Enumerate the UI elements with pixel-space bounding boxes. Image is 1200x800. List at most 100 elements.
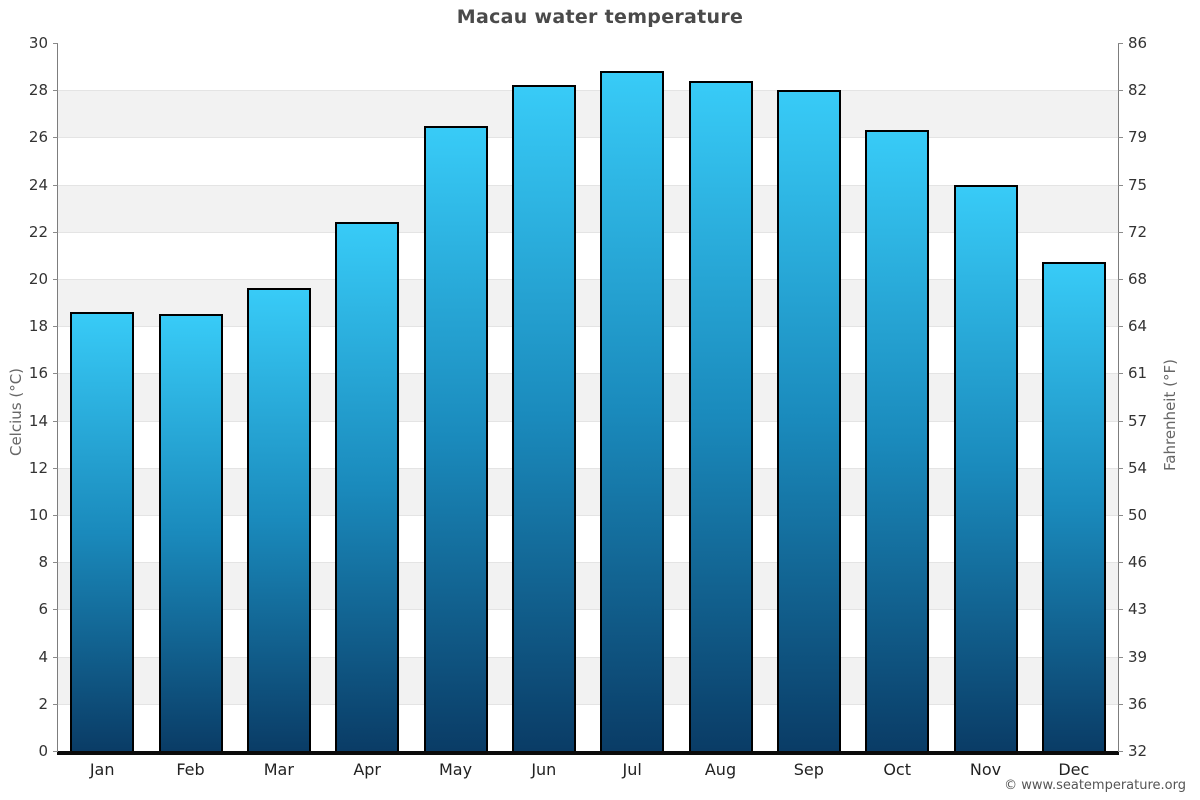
- x-tick-label-may: May: [438, 760, 473, 779]
- bar-oct: [865, 130, 930, 751]
- y-tick-mark: [1118, 231, 1123, 233]
- y-tick-mark: [53, 90, 58, 92]
- y-tick-mark: [1118, 609, 1123, 611]
- y-tick-label-fahrenheit: 75: [1128, 175, 1148, 194]
- y-tick-mark: [1118, 184, 1123, 186]
- y-tick-label-fahrenheit: 54: [1128, 458, 1148, 477]
- y-tick-mark: [53, 326, 58, 328]
- y-tick-label-celsius: 0: [38, 742, 48, 760]
- y-tick-label-celsius: 18: [28, 317, 48, 336]
- y-tick-mark: [53, 231, 58, 233]
- x-tick-label-oct: Oct: [883, 760, 911, 779]
- y-tick-label-fahrenheit: 39: [1128, 647, 1148, 666]
- chart-title: Macau water temperature: [456, 6, 744, 28]
- y-tick-mark: [53, 703, 58, 705]
- gridline: [58, 467, 1118, 469]
- x-tick-label-mar: Mar: [263, 760, 294, 779]
- background-band: [58, 279, 1118, 327]
- background-band: [58, 656, 1118, 704]
- y-tick-label-celsius: 4: [38, 647, 48, 666]
- x-tick-label-sep: Sep: [793, 760, 824, 779]
- y-tick-label-fahrenheit: 61: [1128, 364, 1148, 383]
- y-tick-label-fahrenheit: 57: [1128, 411, 1148, 430]
- background-band: [58, 90, 1118, 138]
- bar-may: [423, 125, 488, 751]
- y-tick-mark: [1118, 43, 1123, 44]
- y-tick-label-fahrenheit: 36: [1128, 694, 1148, 713]
- y-tick-mark: [53, 43, 58, 44]
- y-tick-label-celsius: 8: [38, 553, 48, 572]
- y-tick-mark: [53, 609, 58, 611]
- y-tick-mark: [1118, 656, 1123, 658]
- y-tick-mark: [53, 467, 58, 469]
- x-tick-label-jan: Jan: [89, 760, 115, 779]
- y-tick-mark: [53, 562, 58, 564]
- bar-jun: [511, 85, 576, 751]
- y-tick-label-fahrenheit: 79: [1128, 128, 1148, 147]
- y-tick-mark: [1118, 137, 1123, 139]
- y-tick-label-celsius: 30: [28, 34, 48, 52]
- gridline: [58, 184, 1118, 186]
- y-tick-mark: [53, 515, 58, 516]
- y-tick-mark: [1118, 562, 1123, 564]
- bar-nov: [953, 184, 1018, 751]
- y-tick-label-fahrenheit: 46: [1128, 553, 1148, 572]
- y-tick-mark: [1118, 703, 1123, 705]
- bar-jul: [600, 71, 665, 751]
- y-tick-mark: [53, 373, 58, 375]
- bar-aug: [688, 80, 753, 751]
- y-tick-mark: [1118, 751, 1123, 752]
- y-tick-label-celsius: 28: [28, 81, 48, 100]
- gridline: [58, 515, 1118, 516]
- y-tick-label-celsius: 22: [28, 222, 48, 241]
- background-band: [58, 43, 1118, 90]
- bar-dec: [1041, 262, 1106, 751]
- y-tick-mark: [53, 420, 58, 422]
- x-tick-label-feb: Feb: [176, 760, 205, 779]
- left-axis-title: Celcius (°C): [7, 367, 25, 457]
- background-band: [58, 137, 1118, 184]
- y-tick-label-fahrenheit: 50: [1128, 506, 1148, 524]
- right-axis-line: [1118, 43, 1119, 751]
- gridline: [58, 326, 1118, 328]
- y-tick-mark: [53, 656, 58, 658]
- gridline: [58, 279, 1118, 280]
- gridline: [58, 562, 1118, 564]
- y-tick-label-celsius: 24: [28, 175, 48, 194]
- y-tick-label-celsius: 2: [38, 694, 48, 713]
- y-tick-label-fahrenheit: 32: [1128, 742, 1148, 760]
- y-tick-mark: [53, 137, 58, 139]
- background-band: [58, 562, 1118, 610]
- y-tick-label-celsius: 26: [28, 128, 48, 147]
- x-tick-label-jul: Jul: [622, 760, 642, 779]
- y-tick-label-celsius: 6: [38, 600, 48, 619]
- gridline: [58, 231, 1118, 233]
- gridline: [58, 373, 1118, 375]
- right-axis-title: Fahrenheit (°F): [1161, 359, 1179, 471]
- y-tick-label-fahrenheit: 43: [1128, 600, 1148, 619]
- gridline: [58, 137, 1118, 139]
- background-band: [58, 467, 1118, 515]
- x-tick-label-dec: Dec: [1058, 760, 1090, 779]
- y-tick-mark: [53, 279, 58, 280]
- y-tick-mark: [1118, 515, 1123, 516]
- y-tick-label-fahrenheit: 72: [1128, 222, 1148, 241]
- x-axis-baseline: [57, 751, 1119, 755]
- y-tick-mark: [1118, 326, 1123, 328]
- bar-mar: [246, 288, 311, 751]
- y-tick-label-fahrenheit: 64: [1128, 317, 1148, 336]
- plot-area: [58, 43, 1118, 751]
- gridline: [58, 420, 1118, 422]
- y-tick-mark: [1118, 279, 1123, 280]
- y-tick-label-fahrenheit: 86: [1128, 34, 1148, 52]
- copyright-attribution: © www.seatemperature.org: [1004, 778, 1186, 793]
- left-axis-line: [57, 43, 58, 751]
- y-tick-label-celsius: 14: [28, 411, 48, 430]
- bar-sep: [776, 90, 841, 751]
- background-band: [58, 184, 1118, 232]
- gridline: [58, 609, 1118, 611]
- y-tick-mark: [1118, 373, 1123, 375]
- y-tick-label-fahrenheit: 82: [1128, 81, 1148, 100]
- gridline: [58, 656, 1118, 658]
